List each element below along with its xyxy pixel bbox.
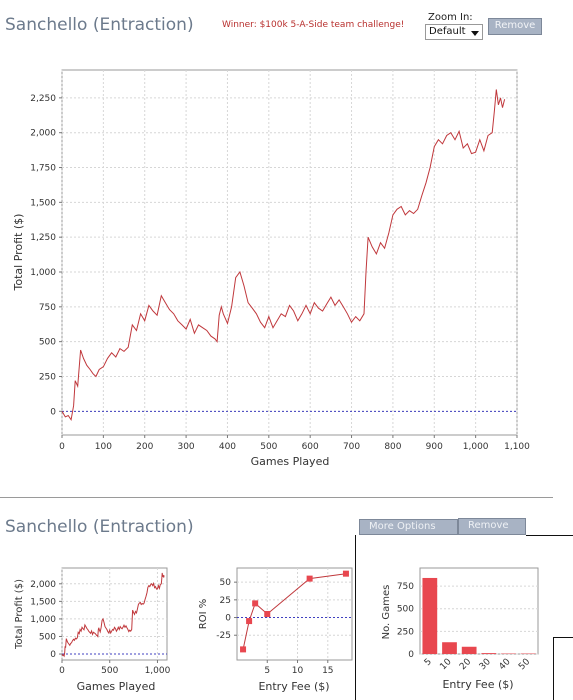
roi-x-axis-label: Entry Fee ($) bbox=[258, 680, 329, 693]
y-tick-label: 1,000 bbox=[30, 615, 56, 625]
y-tick-label: 250 bbox=[39, 372, 56, 382]
panel-border-top bbox=[526, 535, 573, 536]
small-profit-y-axis-label: Total Profit ($) bbox=[14, 579, 25, 650]
x-tick-label: 300 bbox=[177, 442, 194, 452]
y-tick-label: 1,250 bbox=[30, 233, 56, 243]
x-tick-label: 900 bbox=[426, 442, 443, 452]
zoom-select[interactable]: Default bbox=[425, 24, 483, 40]
y-tick-label: 2,000 bbox=[30, 129, 56, 139]
y-tick-label: 50 bbox=[220, 578, 232, 588]
main-y-axis-label: Total Profit ($) bbox=[12, 214, 25, 292]
bar bbox=[442, 642, 457, 654]
x-tick-label: 5 bbox=[423, 657, 434, 668]
x-tick-label: 500 bbox=[101, 666, 118, 676]
games-x-axis-label: Entry Fee ($) bbox=[442, 678, 513, 691]
y-tick-label: 1,500 bbox=[30, 198, 56, 208]
x-tick-label: 50 bbox=[517, 657, 532, 672]
lower-title: Sanchello (Entraction) bbox=[5, 517, 194, 537]
panel-border-inner-top bbox=[553, 637, 573, 638]
small-profit-series-line bbox=[61, 572, 165, 658]
y-tick-label: 500 bbox=[39, 632, 56, 642]
x-tick-label: 100 bbox=[95, 442, 112, 452]
small-profit-plot-area bbox=[61, 567, 168, 661]
bar bbox=[461, 646, 477, 654]
data-point bbox=[306, 575, 313, 582]
x-tick-label: 1,000 bbox=[145, 666, 171, 676]
x-tick-label: 15 bbox=[322, 666, 333, 676]
x-tick-label: 1,100 bbox=[504, 442, 530, 452]
x-tick-label: 1,000 bbox=[463, 442, 489, 452]
more-options-tab[interactable]: More Options bbox=[359, 519, 458, 535]
bar bbox=[481, 653, 497, 654]
main-profit-chart: 0 100 200 300 400 500 600 700 800 900 1,000 1,100 0 2… bbox=[12, 69, 530, 468]
roi-plot-area bbox=[236, 567, 353, 661]
y-tick-label: 1,000 bbox=[30, 268, 56, 278]
remove-button[interactable]: Remove bbox=[488, 18, 542, 35]
data-point bbox=[342, 570, 349, 577]
y-tick-label: 250 bbox=[397, 627, 414, 637]
x-tick-label: 0 bbox=[59, 442, 65, 452]
data-point bbox=[264, 611, 271, 617]
winner-banner[interactable]: Winner: $100k 5-A-Side team challenge! bbox=[222, 20, 405, 30]
y-tick-label: 500 bbox=[39, 338, 56, 348]
y-tick-label: 1,750 bbox=[30, 164, 56, 174]
y-tick-label: 0 bbox=[225, 614, 231, 624]
x-tick-label: 200 bbox=[136, 442, 153, 452]
games-y-axis-label: No. Games bbox=[381, 585, 392, 640]
y-tick-label: 750 bbox=[397, 582, 414, 592]
x-tick-label: 0 bbox=[59, 666, 65, 676]
y-tick-label: -25 bbox=[216, 631, 231, 641]
x-tick-label: 30 bbox=[478, 657, 493, 672]
zoom-label: Zoom In: bbox=[428, 12, 473, 23]
y-tick-label: 0 bbox=[50, 650, 56, 660]
lower-remove-tab[interactable]: Remove bbox=[458, 518, 526, 535]
y-tick-label: 2,250 bbox=[30, 94, 56, 104]
page-title: Sanchello (Entraction) bbox=[5, 15, 194, 35]
x-tick-label: 400 bbox=[219, 442, 236, 452]
y-tick-label: 0 bbox=[50, 407, 56, 417]
x-tick-label: 10 bbox=[292, 666, 304, 676]
x-tick-label: 20 bbox=[458, 657, 473, 672]
roi-series-line bbox=[242, 573, 346, 650]
x-tick-label: 700 bbox=[343, 442, 360, 452]
x-tick-label: 500 bbox=[260, 442, 277, 452]
y-tick-label: 2,000 bbox=[30, 580, 56, 590]
chevron-down-icon bbox=[471, 31, 479, 36]
x-tick-label: 800 bbox=[384, 442, 401, 452]
profit-series-line bbox=[61, 89, 506, 421]
small-profit-x-axis-label: Games Played bbox=[77, 680, 156, 693]
bar bbox=[422, 577, 438, 654]
main-plot-area bbox=[61, 69, 518, 436]
x-tick-label: 40 bbox=[497, 657, 512, 672]
data-point bbox=[252, 600, 259, 607]
panel-border-left bbox=[355, 535, 356, 700]
panel-border-inner bbox=[553, 637, 554, 700]
y-tick-label: 750 bbox=[39, 303, 56, 313]
x-tick-label: 600 bbox=[302, 442, 319, 452]
x-tick-label: 10 bbox=[438, 657, 453, 672]
data-point bbox=[246, 618, 253, 625]
zoom-select-value: Default bbox=[429, 26, 466, 37]
roi-y-axis-label: ROI % bbox=[198, 599, 209, 629]
section-divider bbox=[0, 497, 553, 498]
y-tick-label: 1,500 bbox=[30, 597, 56, 607]
y-tick-label: 0 bbox=[408, 650, 414, 660]
main-x-axis-label: Games Played bbox=[251, 455, 330, 468]
data-point bbox=[240, 646, 247, 653]
y-tick-label: 25 bbox=[220, 596, 231, 606]
x-tick-label: 5 bbox=[264, 666, 270, 676]
games-plot-area bbox=[419, 567, 539, 655]
y-tick-label: 500 bbox=[397, 605, 414, 615]
